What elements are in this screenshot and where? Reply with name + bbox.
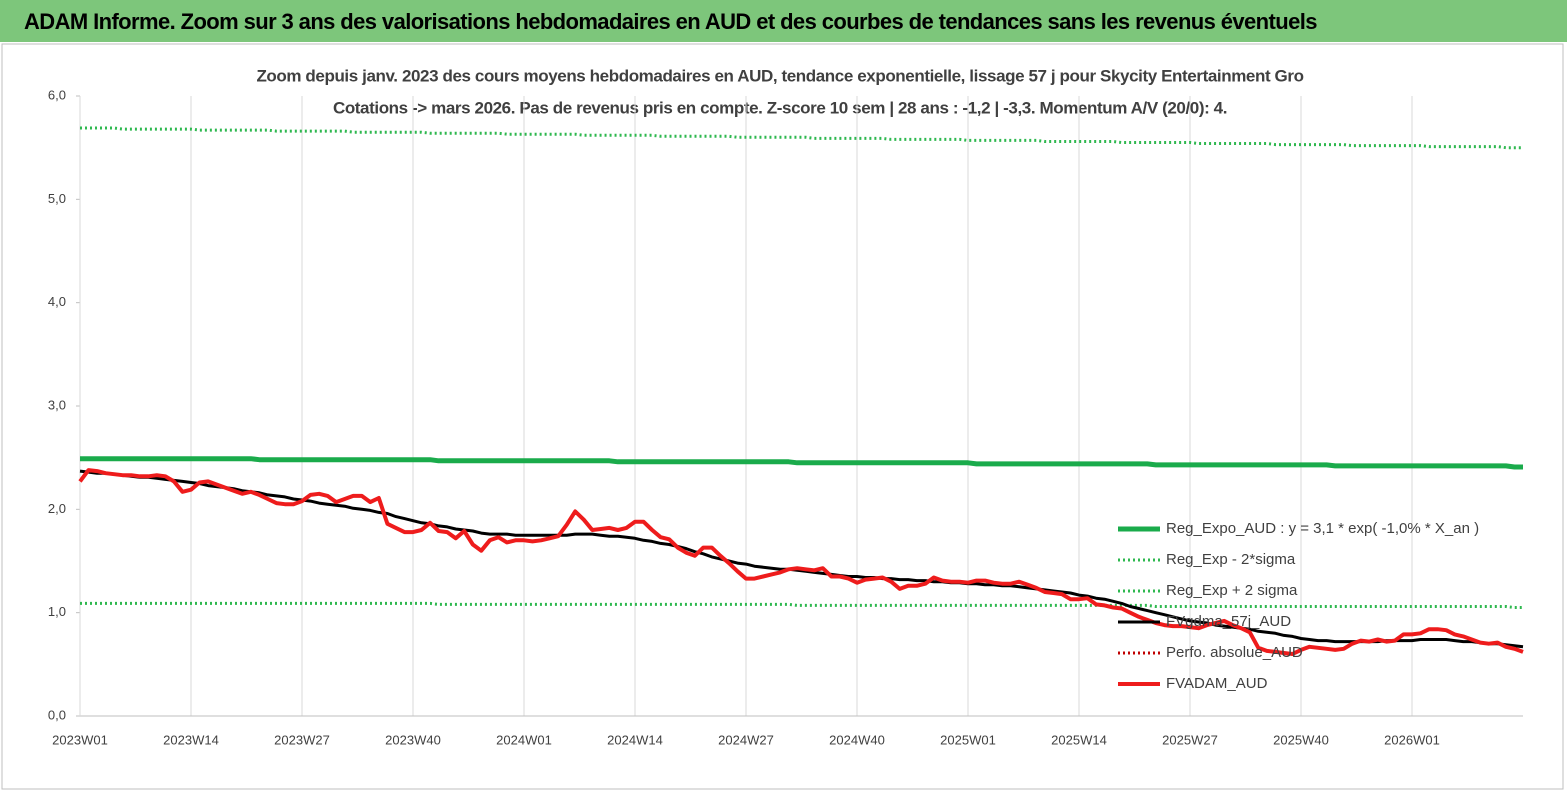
y-tick-label: 4,0	[48, 294, 66, 309]
series-line	[79, 469, 1524, 649]
chart-subtitle: Cotations -> mars 2026. Pas de revenus p…	[333, 98, 1227, 117]
series-line	[80, 601, 1523, 609]
x-tick-label: 2023W27	[274, 732, 330, 747]
legend-label: Reg_Exp + 2 sigma	[1166, 582, 1298, 599]
y-tick-label: 5,0	[48, 191, 66, 206]
chart-frame	[1, 43, 1564, 790]
legend-label: FVgdma_57j_AUD	[1166, 613, 1291, 630]
legend-label: FVADAM_AUD	[1166, 675, 1268, 692]
x-tick-label: 2023W14	[163, 732, 219, 747]
x-tick-label: 2024W14	[607, 732, 663, 747]
header: ADAM Informe. Zoom sur 3 ans des valoris…	[0, 0, 1567, 42]
y-tick-label: 1,0	[48, 604, 66, 619]
x-tick-label: 2026W01	[1384, 732, 1440, 747]
x-tick-label: 2025W27	[1162, 732, 1218, 747]
x-tick-label: 2024W01	[496, 732, 552, 747]
series-line	[80, 126, 1523, 150]
y-tick-label: 6,0	[48, 87, 66, 102]
series-line	[80, 456, 1523, 470]
x-tick-label: 2025W40	[1273, 732, 1329, 747]
y-tick-label: 0,0	[48, 707, 66, 722]
x-tick-label: 2025W01	[940, 732, 996, 747]
chart-title: Zoom depuis janv. 2023 des cours moyens …	[256, 66, 1303, 85]
x-tick-label: 2024W27	[718, 732, 774, 747]
legend-label: Perfo. absolue_AUD	[1166, 644, 1303, 661]
header-title: ADAM Informe. Zoom sur 3 ans des valoris…	[24, 9, 1317, 34]
x-tick-label: 2024W40	[829, 732, 885, 747]
legend-label: Reg_Expo_AUD : y = 3,1 * exp( -1,0% * X_…	[1166, 520, 1479, 537]
x-tick-label: 2025W14	[1051, 732, 1107, 747]
x-tick-label: 2023W01	[52, 732, 108, 747]
y-tick-label: 2,0	[48, 501, 66, 516]
series-line	[78, 468, 1524, 656]
y-tick-label: 3,0	[48, 397, 66, 412]
legend-label: Reg_Exp - 2*sigma	[1166, 551, 1296, 568]
x-tick-label: 2023W40	[385, 732, 441, 747]
